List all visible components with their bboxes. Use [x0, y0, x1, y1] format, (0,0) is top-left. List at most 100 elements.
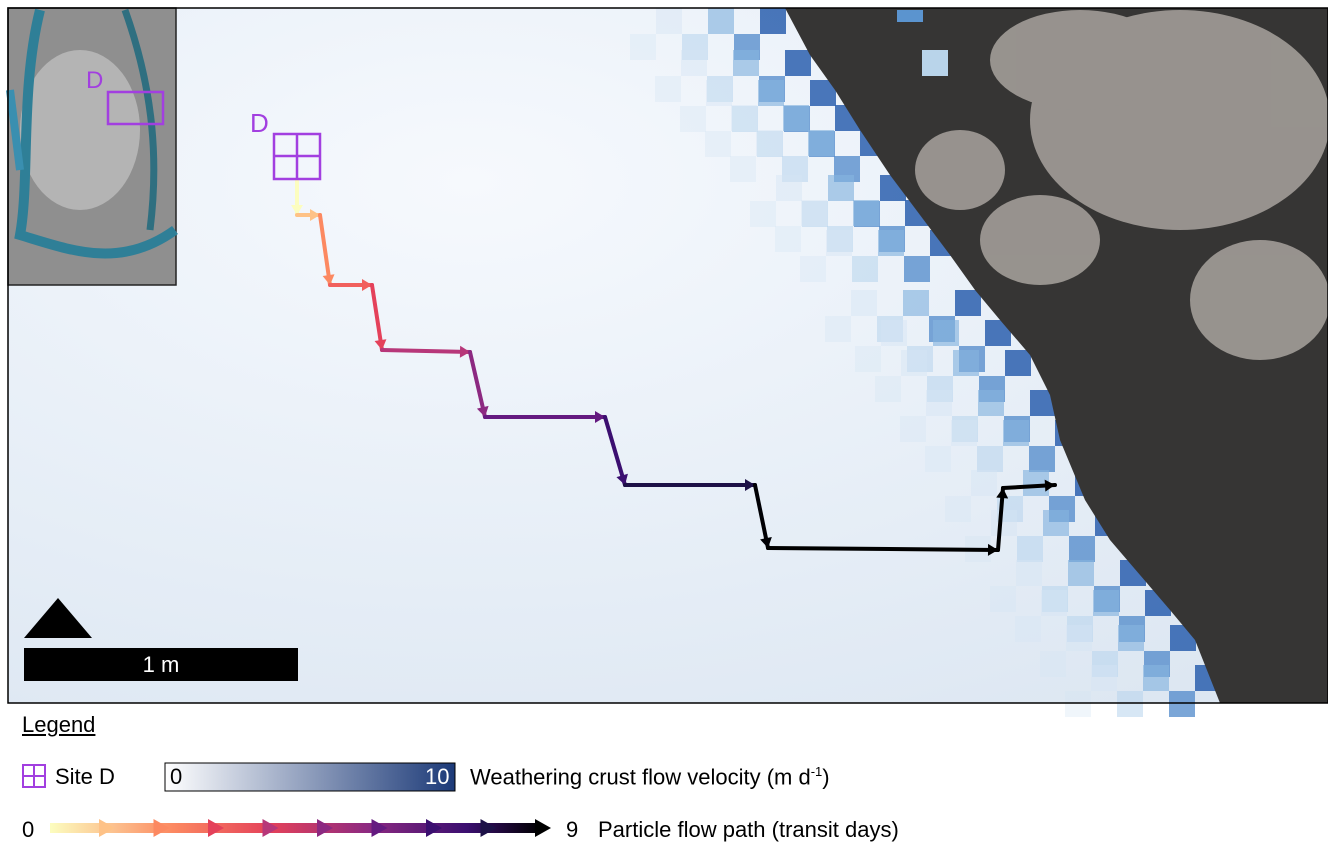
velocity-cell — [951, 420, 977, 446]
legend-site: Site D — [55, 764, 115, 790]
velocity-label: Weathering crust flow velocity (m d-1) — [470, 764, 830, 790]
velocity-cell — [733, 50, 759, 76]
velocity-label-sup: -1 — [811, 764, 823, 779]
legend-title: Legend — [22, 712, 95, 738]
velocity-cell — [776, 175, 802, 201]
velocity-cell — [897, 10, 923, 22]
velocity-cell — [775, 226, 801, 252]
velocity-cell — [680, 106, 706, 132]
velocity-cell — [1003, 420, 1029, 446]
velocity-cell — [925, 446, 951, 472]
velocity-cell — [1043, 510, 1069, 536]
velocity-cell — [826, 230, 852, 256]
path-min: 0 — [22, 817, 34, 843]
velocity-cell — [785, 50, 811, 76]
path-arrowhead — [99, 819, 115, 837]
velocity-label-text: Weathering crust flow velocity (m d — [470, 764, 811, 789]
path-colorbar — [50, 823, 540, 833]
velocity-cell — [1118, 625, 1144, 651]
inset-label: D — [86, 67, 103, 94]
path-max: 9 — [566, 817, 578, 843]
velocity-cell — [990, 586, 1016, 612]
velocity-cell — [800, 256, 826, 282]
velocity-cell — [630, 34, 656, 60]
path-label: Particle flow path (transit days) — [598, 817, 899, 843]
velocity-cell — [1040, 651, 1066, 677]
velocity-cell — [801, 200, 827, 226]
velocity-cell — [1143, 665, 1169, 691]
velocity-cell — [1117, 691, 1143, 717]
velocity-cell — [756, 130, 782, 156]
velocity-cell — [655, 76, 681, 102]
velocity-cell — [955, 290, 981, 316]
path-arrowhead — [535, 819, 551, 837]
velocity-max: 10 — [425, 764, 449, 790]
velocity-colorbar — [165, 763, 455, 791]
velocity-cell — [991, 510, 1017, 536]
figure: D D 1 m Legend Site D 0 10 Weathering cr… — [0, 0, 1328, 855]
velocity-cell — [1091, 665, 1117, 691]
velocity-cell — [750, 201, 776, 227]
velocity-cell — [730, 156, 756, 182]
path-arrowhead — [263, 819, 279, 837]
velocity-cell — [1065, 691, 1091, 717]
velocity-cell — [828, 175, 854, 201]
velocity-cell — [851, 290, 877, 316]
path-arrowheads — [99, 819, 551, 837]
velocity-cell — [977, 446, 1003, 472]
velocity-cell — [1016, 560, 1042, 586]
velocity-cell — [852, 256, 878, 282]
velocity-cell — [1066, 625, 1092, 651]
velocity-cell — [933, 320, 959, 346]
velocity-cell — [758, 80, 784, 106]
velocity-cell — [1068, 560, 1094, 586]
velocity-label-end: ) — [822, 764, 829, 789]
path-arrowhead — [426, 819, 442, 837]
velocity-cell — [1005, 350, 1031, 376]
path-arrowhead — [372, 819, 388, 837]
site-label: D — [250, 108, 269, 138]
velocity-cell — [681, 50, 707, 76]
velocity-cell — [878, 230, 904, 256]
velocity-cell — [708, 8, 734, 34]
velocity-cell — [945, 496, 971, 522]
velocity-cell — [953, 350, 979, 376]
velocity-cell — [971, 470, 997, 496]
path-arrowhead — [154, 819, 170, 837]
velocity-cell — [901, 350, 927, 376]
map: D D 1 m — [0, 0, 1328, 855]
velocity-cell — [900, 416, 926, 442]
velocity-cell — [922, 50, 948, 76]
velocity-cell — [1015, 616, 1041, 642]
path-arrowhead — [317, 819, 333, 837]
velocity-cell — [855, 346, 881, 372]
flow-segment — [382, 350, 470, 352]
velocity-cell — [731, 105, 757, 131]
velocity-cell — [1017, 536, 1043, 562]
flow-segment — [768, 548, 998, 550]
velocity-cell — [1093, 590, 1119, 616]
velocity-cell — [825, 316, 851, 342]
velocity-cell — [853, 200, 879, 226]
velocity-cell — [1069, 536, 1095, 562]
velocity-cell — [978, 390, 1004, 416]
velocity-cell — [705, 131, 731, 157]
velocity-cell — [903, 290, 929, 316]
velocity-cell — [1169, 691, 1195, 717]
velocity-cell — [808, 130, 834, 156]
path-arrowhead — [481, 819, 497, 837]
inset: D — [8, 8, 176, 285]
velocity-cell — [881, 320, 907, 346]
velocity-cell — [760, 8, 786, 34]
velocity-cell — [875, 376, 901, 402]
velocity-cell — [783, 105, 809, 131]
velocity-cell — [926, 390, 952, 416]
path-arrowhead — [208, 819, 224, 837]
velocity-cell — [904, 256, 930, 282]
velocity-cell — [656, 8, 682, 34]
velocity-cell — [1041, 590, 1067, 616]
scale-label: 1 m — [143, 652, 180, 677]
velocity-cell — [1029, 446, 1055, 472]
velocity-min: 0 — [170, 764, 182, 790]
velocity-cell — [706, 80, 732, 106]
